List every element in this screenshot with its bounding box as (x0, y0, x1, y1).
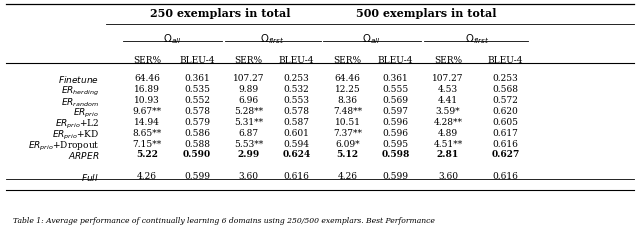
Text: 4.53: 4.53 (438, 85, 458, 94)
Text: SER%: SER% (133, 56, 161, 65)
Text: 250 exemplars in total: 250 exemplars in total (150, 8, 291, 19)
Text: 4.28**: 4.28** (433, 117, 463, 126)
Text: 0.586: 0.586 (184, 128, 210, 137)
Text: 0.555: 0.555 (382, 85, 409, 94)
Text: 0.361: 0.361 (383, 73, 408, 82)
Text: 5.12: 5.12 (337, 150, 358, 158)
Text: 500 exemplars in total: 500 exemplars in total (356, 8, 497, 19)
Text: 0.601: 0.601 (284, 128, 309, 137)
Text: 0.596: 0.596 (383, 117, 408, 126)
Text: 2.81: 2.81 (437, 150, 459, 158)
Text: 4.89: 4.89 (438, 128, 458, 137)
Text: 0.595: 0.595 (383, 139, 408, 148)
Text: $\mathit{ER}_{\mathit{prio}}$+L2: $\mathit{ER}_{\mathit{prio}}$+L2 (54, 117, 99, 131)
Text: 0.599: 0.599 (184, 172, 210, 181)
Text: 0.572: 0.572 (493, 96, 518, 105)
Text: 0.588: 0.588 (184, 139, 210, 148)
Text: $\Omega_{all}$: $\Omega_{all}$ (362, 33, 380, 46)
Text: 9.67**: 9.67** (132, 107, 162, 116)
Text: 10.51: 10.51 (335, 117, 360, 126)
Text: 64.46: 64.46 (335, 73, 360, 82)
Text: 10.93: 10.93 (134, 96, 160, 105)
Text: 6.96: 6.96 (238, 96, 259, 105)
Text: 9.89: 9.89 (238, 85, 259, 94)
Text: BLEU-4: BLEU-4 (278, 56, 314, 65)
Text: 0.253: 0.253 (493, 73, 518, 82)
Text: BLEU-4: BLEU-4 (378, 56, 413, 65)
Text: 0.532: 0.532 (284, 85, 309, 94)
Text: 0.598: 0.598 (381, 150, 410, 158)
Text: 2.99: 2.99 (237, 150, 259, 158)
Text: 0.594: 0.594 (284, 139, 309, 148)
Text: 0.578: 0.578 (184, 107, 210, 116)
Text: $\mathit{ER}_{\mathit{prio}}$+KD: $\mathit{ER}_{\mathit{prio}}$+KD (52, 128, 99, 141)
Text: 0.579: 0.579 (184, 117, 210, 126)
Text: 0.605: 0.605 (493, 117, 518, 126)
Text: 107.27: 107.27 (432, 73, 464, 82)
Text: 0.361: 0.361 (184, 73, 210, 82)
Text: 12.25: 12.25 (335, 85, 360, 94)
Text: 0.616: 0.616 (493, 139, 518, 148)
Text: 0.553: 0.553 (284, 96, 309, 105)
Text: 0.590: 0.590 (183, 150, 211, 158)
Text: 0.597: 0.597 (383, 107, 408, 116)
Text: $\mathit{ARPER}$: $\mathit{ARPER}$ (68, 150, 99, 161)
Text: 0.627: 0.627 (492, 150, 520, 158)
Text: 0.253: 0.253 (284, 73, 309, 82)
Text: 0.599: 0.599 (383, 172, 408, 181)
Text: 7.48**: 7.48** (333, 107, 362, 116)
Text: 0.568: 0.568 (493, 85, 518, 94)
Text: 4.41: 4.41 (438, 96, 458, 105)
Text: 64.46: 64.46 (134, 73, 160, 82)
Text: 0.578: 0.578 (284, 107, 309, 116)
Text: 0.624: 0.624 (282, 150, 310, 158)
Text: 3.60: 3.60 (438, 172, 458, 181)
Text: 5.22: 5.22 (136, 150, 158, 158)
Text: $\mathit{ER}_{\mathit{prio}}$: $\mathit{ER}_{\mathit{prio}}$ (74, 107, 99, 120)
Text: 0.616: 0.616 (284, 172, 309, 181)
Text: 0.616: 0.616 (493, 172, 518, 181)
Text: 0.596: 0.596 (383, 128, 408, 137)
Text: 0.569: 0.569 (383, 96, 408, 105)
Text: 5.53**: 5.53** (234, 139, 263, 148)
Text: 4.26: 4.26 (137, 172, 157, 181)
Text: 0.620: 0.620 (493, 107, 518, 116)
Text: 107.27: 107.27 (232, 73, 264, 82)
Text: SER%: SER% (333, 56, 362, 65)
Text: Table 1: Average performance of continually learning 6 domains using 250/500 exe: Table 1: Average performance of continua… (13, 216, 435, 224)
Text: 0.535: 0.535 (184, 85, 210, 94)
Text: $\mathit{Full}$: $\mathit{Full}$ (81, 172, 99, 183)
Text: 8.65**: 8.65** (132, 128, 162, 137)
Text: 0.587: 0.587 (284, 117, 309, 126)
Text: $\mathit{ER}_{\mathit{random}}$: $\mathit{ER}_{\mathit{random}}$ (61, 96, 99, 108)
Text: BLEU-4: BLEU-4 (488, 56, 524, 65)
Text: 0.617: 0.617 (493, 128, 518, 137)
Text: $\Omega_{\mathit{first}}$: $\Omega_{\mathit{first}}$ (260, 33, 285, 46)
Text: 6.87: 6.87 (238, 128, 259, 137)
Text: SER%: SER% (234, 56, 262, 65)
Text: 4.26: 4.26 (337, 172, 358, 181)
Text: $\Omega_{\mathit{first}}$: $\Omega_{\mathit{first}}$ (465, 33, 489, 46)
Text: 3.59*: 3.59* (436, 107, 460, 116)
Text: 4.51**: 4.51** (433, 139, 463, 148)
Text: 8.36: 8.36 (337, 96, 358, 105)
Text: 14.94: 14.94 (134, 117, 160, 126)
Text: $\mathit{ER}_{\mathit{herding}}$: $\mathit{ER}_{\mathit{herding}}$ (61, 85, 99, 98)
Text: $\Omega_{all}$: $\Omega_{all}$ (163, 33, 181, 46)
Text: 5.28**: 5.28** (234, 107, 263, 116)
Text: 5.31**: 5.31** (234, 117, 263, 126)
Text: 0.552: 0.552 (184, 96, 210, 105)
Text: 3.60: 3.60 (238, 172, 259, 181)
Text: 6.09*: 6.09* (335, 139, 360, 148)
Text: $\mathit{Finetune}$: $\mathit{Finetune}$ (58, 73, 99, 84)
Text: SER%: SER% (434, 56, 462, 65)
Text: 16.89: 16.89 (134, 85, 160, 94)
Text: BLEU-4: BLEU-4 (179, 56, 215, 65)
Text: 7.37**: 7.37** (333, 128, 362, 137)
Text: $\mathit{ER}_{\mathit{prio}}$+Dropout: $\mathit{ER}_{\mathit{prio}}$+Dropout (28, 139, 99, 152)
Text: 7.15**: 7.15** (132, 139, 162, 148)
